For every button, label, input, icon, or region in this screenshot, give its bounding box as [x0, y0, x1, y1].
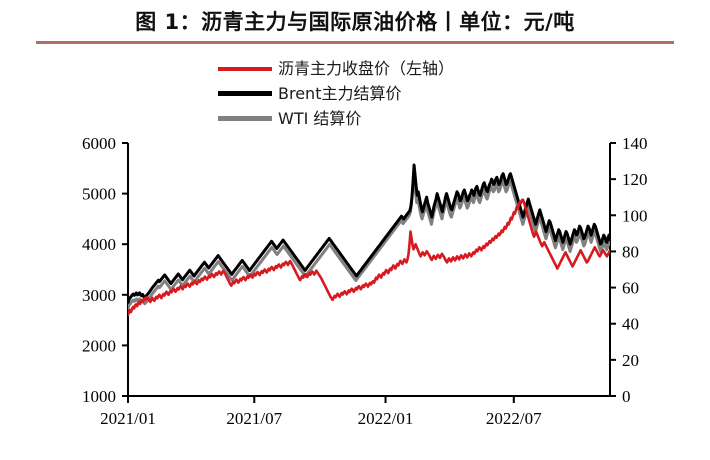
legend-label-brent: Brent主力结算价 — [278, 83, 402, 103]
chart-legend: 沥青主力收盘价（左轴） Brent主力结算价 WTI 结算价 — [0, 56, 710, 131]
chart-title-block: 图 1：沥青主力与国际原油价格丨单位：元/吨 — [0, 6, 710, 36]
x-axis-tick-label: 2021/07 — [226, 409, 282, 428]
right-axis-tick-label: 140 — [622, 134, 648, 153]
right-axis-tick-label: 60 — [622, 279, 639, 298]
x-axis-tick-label: 2022/01 — [358, 409, 414, 428]
page-title: 图 1：沥青主力与国际原油价格丨单位：元/吨 — [135, 10, 575, 34]
series-line-asphalt — [128, 198, 610, 317]
x-axis-tick-label: 2022/07 — [486, 409, 542, 428]
right-axis-tick-label: 80 — [622, 242, 639, 261]
legend-item-wti: WTI 结算价 — [0, 106, 710, 131]
legend-swatch-wti — [218, 116, 272, 121]
left-axis-tick-label: 2000 — [82, 336, 116, 355]
right-axis-tick-label: 40 — [622, 315, 639, 334]
left-axis-tick-label: 6000 — [82, 134, 116, 153]
legend-label-wti: WTI 结算价 — [278, 108, 362, 128]
left-axis-tick-label: 1000 — [82, 387, 116, 406]
title-underline-rule — [36, 41, 674, 44]
left-axis-tick-label: 4000 — [82, 235, 116, 254]
legend-swatch-brent — [218, 91, 272, 96]
legend-item-asphalt: 沥青主力收盘价（左轴） — [0, 56, 710, 81]
left-axis-tick-label: 3000 — [82, 286, 116, 305]
right-axis-tick-label: 120 — [622, 170, 648, 189]
right-axis-tick-label: 0 — [622, 387, 631, 406]
legend-label-asphalt: 沥青主力收盘价（左轴） — [278, 58, 455, 78]
x-axis-tick-label: 2021/01 — [100, 409, 156, 428]
series-line-wti — [128, 171, 610, 310]
series-line-brent — [128, 163, 610, 304]
legend-item-brent: Brent主力结算价 — [0, 81, 710, 106]
right-axis-tick-label: 20 — [622, 351, 639, 370]
right-axis-tick-label: 100 — [622, 206, 648, 225]
legend-swatch-asphalt — [218, 66, 272, 71]
left-axis-tick-label: 5000 — [82, 185, 116, 204]
